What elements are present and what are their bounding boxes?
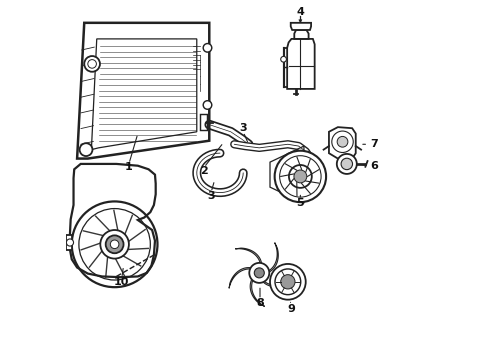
Polygon shape [329, 127, 356, 158]
Circle shape [337, 154, 357, 174]
Text: 3: 3 [207, 191, 215, 201]
Polygon shape [287, 39, 315, 89]
Polygon shape [250, 278, 265, 306]
Text: 5: 5 [296, 198, 304, 208]
Polygon shape [262, 278, 293, 287]
Circle shape [341, 158, 352, 170]
Text: 10: 10 [114, 277, 129, 287]
Circle shape [270, 264, 306, 300]
Circle shape [289, 165, 312, 188]
Circle shape [281, 57, 287, 62]
Polygon shape [291, 23, 311, 30]
Polygon shape [235, 248, 262, 265]
Polygon shape [229, 267, 253, 288]
Circle shape [254, 268, 264, 278]
Circle shape [110, 240, 119, 249]
Circle shape [294, 170, 307, 183]
Polygon shape [70, 164, 156, 277]
Circle shape [100, 230, 129, 258]
Circle shape [281, 275, 295, 289]
Text: 6: 6 [370, 161, 378, 171]
Text: 9: 9 [288, 303, 295, 314]
Circle shape [249, 263, 270, 283]
Bar [200, 114, 207, 130]
Circle shape [84, 56, 100, 72]
Circle shape [66, 239, 74, 246]
Text: 1: 1 [125, 162, 133, 172]
Circle shape [79, 143, 93, 156]
Circle shape [275, 151, 326, 202]
Circle shape [203, 44, 212, 52]
Text: 8: 8 [256, 298, 264, 308]
Text: 4: 4 [296, 7, 304, 17]
Text: 2: 2 [200, 166, 208, 176]
Bar [66, 235, 72, 249]
Text: 7: 7 [370, 139, 378, 149]
Circle shape [106, 235, 123, 253]
Text: 3: 3 [240, 123, 247, 133]
Polygon shape [294, 30, 309, 39]
Circle shape [203, 101, 212, 109]
Polygon shape [267, 243, 278, 273]
Circle shape [337, 136, 348, 147]
